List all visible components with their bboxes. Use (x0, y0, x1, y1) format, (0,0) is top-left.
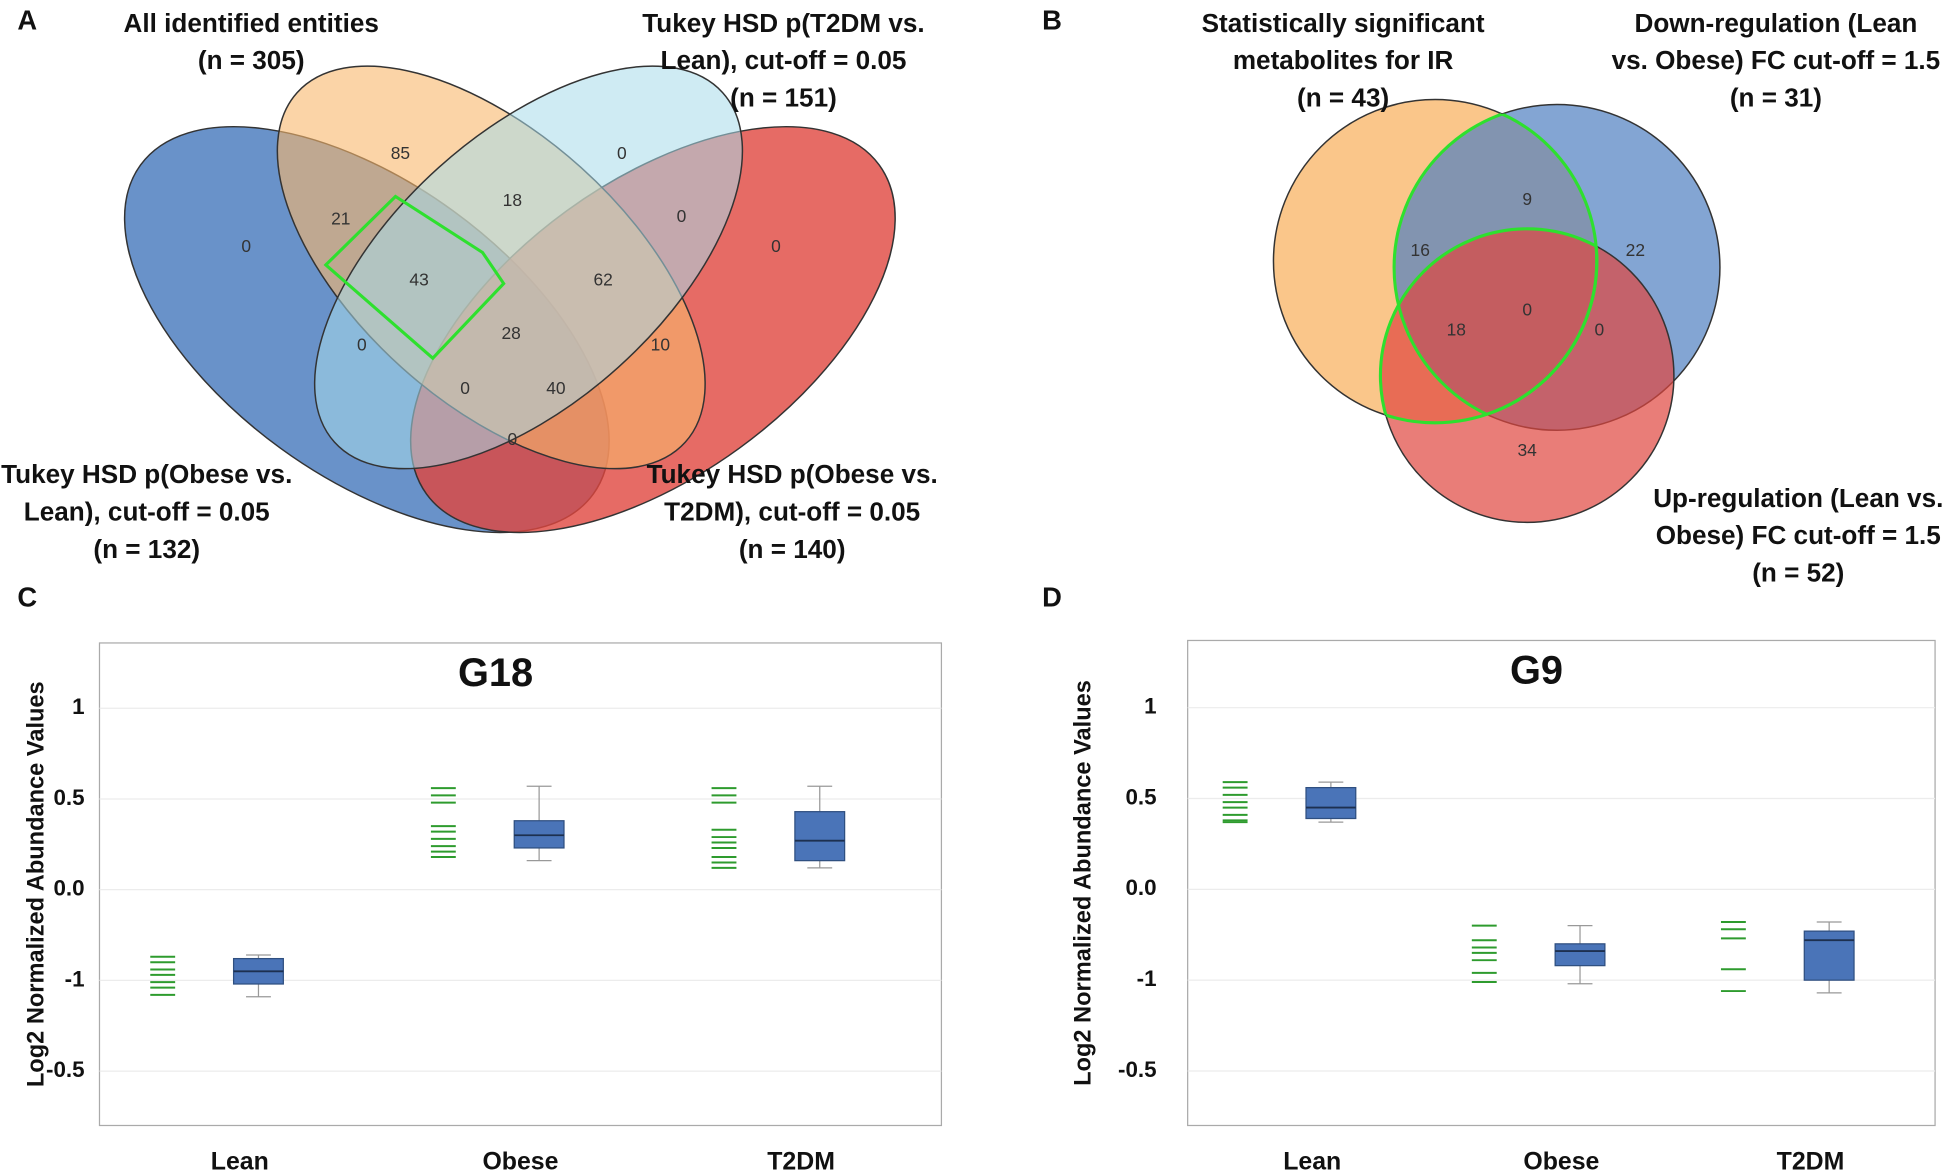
region-count: 18 (1447, 319, 1466, 339)
set-label: (n = 151) (730, 82, 837, 112)
box (1803, 930, 1855, 981)
region-count: 0 (677, 206, 687, 226)
region-count: 9 (1522, 189, 1532, 209)
region-count: 0 (617, 143, 627, 163)
x-tick-label: Lean (211, 1147, 269, 1174)
region-count: 10 (651, 334, 670, 354)
region-count: 0 (460, 378, 470, 398)
set-label: (n = 305) (198, 45, 305, 75)
region-count: 34 (1517, 440, 1537, 460)
x-tick-label: Obese (482, 1147, 558, 1174)
panel-letter: C (17, 582, 37, 613)
x-tick-label: T2DM (1777, 1147, 1845, 1174)
set-label: (n = 132) (93, 534, 200, 564)
set-label: metabolites for IR (1233, 45, 1454, 75)
set-label: Lean), cut-off = 0.05 (24, 497, 270, 527)
x-tick-label: Obese (1523, 1147, 1599, 1174)
y-tick-label: 1 (1144, 694, 1156, 719)
y-axis-label: Log2 Normalized Abundance Values (24, 681, 50, 1087)
set-label: vs. Obese) FC cut-off = 1.5 (1612, 45, 1941, 75)
region-count: 85 (391, 143, 410, 163)
set-label: (n = 31) (1730, 82, 1822, 112)
set-label: Tukey HSD p(Obese vs. (647, 459, 938, 489)
venn-a-shapes (123, 65, 896, 534)
chart-title: G18 (458, 651, 533, 695)
region-count: 62 (593, 270, 612, 290)
set-label: Down-regulation (Lean (1634, 8, 1917, 38)
set-ellipse (313, 65, 744, 470)
chart-title: G9 (1510, 648, 1563, 692)
y-tick-label: 0.0 (1125, 875, 1156, 900)
plot-frame (1187, 639, 1936, 1127)
panel-letter: A (17, 5, 37, 36)
box (794, 811, 846, 862)
region-count: 22 (1626, 240, 1645, 260)
set-label: (n = 52) (1752, 557, 1844, 587)
set-label: T2DM), cut-off = 0.05 (664, 497, 920, 527)
box (1305, 786, 1357, 820)
region-count: 0 (1522, 300, 1532, 320)
y-tick-label: 1 (72, 694, 84, 719)
panel-letter: B (1042, 5, 1062, 36)
y-tick-label: -1 (65, 966, 85, 991)
set-label: All identified entities (124, 8, 379, 38)
region-count: 0 (241, 236, 251, 256)
region-count: 0 (357, 334, 367, 354)
region-count: 18 (503, 190, 522, 210)
set-label: Tukey HSD p(T2DM vs. (642, 8, 924, 38)
panel-letter: D (1042, 582, 1062, 613)
region-count: 0 (1594, 319, 1604, 339)
y-tick-label: -1 (1137, 966, 1157, 991)
y-axis-label: Log2 Normalized Abundance Values (1071, 680, 1097, 1086)
y-tick-label: -0.5 (1118, 1057, 1157, 1082)
region-count: 28 (501, 323, 520, 343)
set-label: Up-regulation (Lean vs. (1653, 483, 1943, 513)
y-tick-label: 0.5 (1125, 784, 1156, 809)
region-count: 0 (771, 236, 781, 256)
region-count: 43 (409, 270, 428, 290)
venn-b-shapes (1272, 98, 1721, 524)
y-tick-label: 0.0 (53, 876, 84, 901)
set-label: Lean), cut-off = 0.05 (661, 45, 907, 75)
region-count: 21 (331, 209, 350, 229)
set-label: Tukey HSD p(Obese vs. (1, 459, 292, 489)
y-tick-label: -0.5 (46, 1057, 85, 1082)
set-label: Obese) FC cut-off = 1.5 (1656, 520, 1941, 550)
region-count: 16 (1411, 240, 1430, 260)
box (1554, 943, 1606, 967)
set-label: (n = 140) (739, 534, 846, 564)
highlight-outline (323, 194, 506, 361)
x-tick-label: Lean (1283, 1147, 1341, 1174)
region-count: 40 (546, 378, 565, 398)
region-count: 0 (508, 429, 518, 449)
set-label: Statistically significant (1202, 8, 1485, 38)
plot-frame (98, 642, 943, 1127)
x-tick-label: T2DM (767, 1147, 835, 1174)
set-label: (n = 43) (1297, 82, 1389, 112)
y-tick-label: 0.5 (53, 785, 84, 810)
